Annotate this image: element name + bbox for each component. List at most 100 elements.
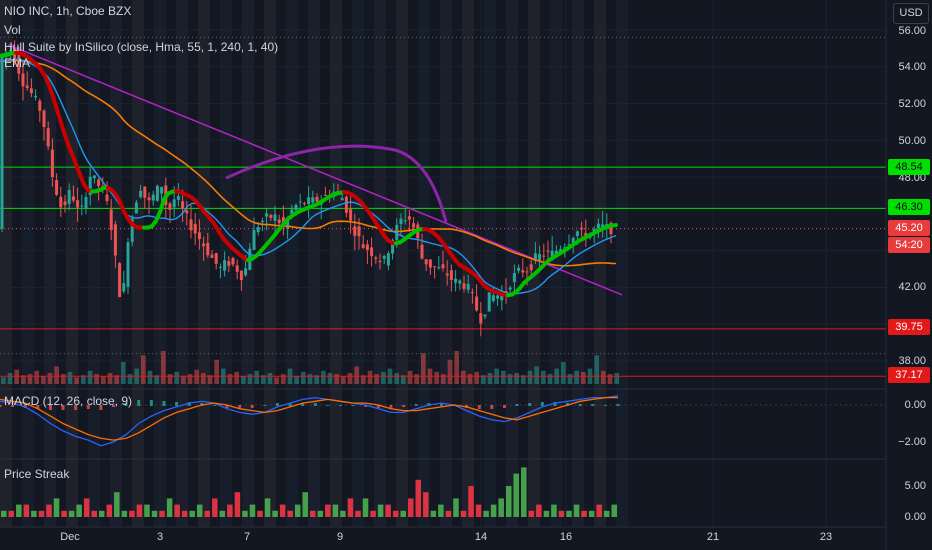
time-tick-7: 7 [243,531,251,543]
candle-body [50,149,54,178]
macd-histogram-bar [288,403,292,406]
candle-body [433,266,437,268]
streak-bar [151,510,158,517]
candle-body [601,224,605,227]
volume-bar [27,374,33,384]
macd-histogram-bar [616,404,620,406]
streak-bar [445,510,452,517]
streak-bar [204,510,211,517]
candle-body [0,55,4,229]
candle-body [311,197,315,203]
volume-bar [101,376,106,384]
volume-bar [234,371,239,384]
candle-body [517,267,521,271]
candle-body [97,179,101,186]
macd-histogram-bar [36,405,40,409]
volume-bar [94,374,99,384]
currency-button[interactable]: USD [893,3,929,24]
macd-line [0,395,619,447]
volume-bar [181,376,186,384]
volume-bar [154,375,159,384]
volume-bar [561,362,566,384]
macd-tick: 0.00 [904,399,926,411]
hull-band-segment [62,130,70,147]
volume-bar [547,374,553,384]
streak-bar [196,504,203,517]
macd-histogram-bar [0,405,2,407]
streak-bar [505,486,512,517]
hull-band-segment [158,197,166,214]
candle-body [227,261,231,266]
macd-histogram-bar [339,405,343,406]
macd-histogram-bar [591,404,595,406]
volume-bar [574,370,579,384]
streak-bar [430,510,437,517]
volume-legend[interactable]: Vol [4,23,21,37]
session-band [110,0,122,527]
volume-bar [127,374,133,384]
candle-body [244,268,248,276]
streak-bar [38,510,45,517]
candle-body [25,85,29,89]
streak-bar [1,510,7,517]
candle-body [80,205,84,207]
session-band [66,0,78,527]
candle-body [46,128,50,147]
volume-bar [594,355,599,384]
session-band [396,0,408,527]
macd-histogram-bar [364,405,368,407]
candle-body [538,254,542,261]
volume-bar [241,376,246,384]
ema-line [0,59,617,267]
streak-bar [543,510,550,517]
candle-body [273,214,277,221]
candle-body [462,283,466,289]
session-band [242,0,254,527]
candle-body [412,223,416,228]
volume-bar [7,373,13,384]
volume-bar [541,370,546,384]
candle-body [197,232,201,240]
candle-body [399,218,403,225]
session-band [330,0,342,527]
price-streak-legend[interactable]: Price Streak [4,467,70,481]
streak-bar [212,498,218,517]
candle-body [231,257,235,265]
streak-bar [106,504,113,517]
time-tick-9: 9 [336,531,344,543]
candle-body [500,295,504,301]
hull-suite-legend[interactable]: Hull Suite by InSilico (close, Hma, 55, … [4,40,279,54]
candle-body [407,216,411,220]
macd-histogram-bar [124,403,128,406]
streak-tick: 0.00 [904,511,926,523]
streak-bar [272,510,278,517]
time-tick-21: 21 [706,531,720,543]
candle-body [84,197,88,209]
streak-bar [603,510,610,517]
volume-bar [267,373,273,384]
streak-bar [355,510,361,517]
streak-bar [8,510,15,517]
streak-bar [46,504,52,517]
volume-bar [501,370,506,384]
macd-histogram-bar [603,405,607,406]
candle-body [202,243,206,247]
candle-body [344,196,348,213]
macd-legend[interactable]: MACD (12, 26, close, 9) [4,394,133,408]
volume-bar [447,359,453,384]
volume-bar [214,359,219,384]
streak-bar [287,510,293,517]
session-band [528,0,540,527]
candle-body [533,253,537,261]
macd-histogram-bar [11,405,15,407]
streak-bar [325,504,331,517]
candle-body [172,199,176,208]
macd-histogram-bar [162,401,166,406]
streak-bar [317,510,324,517]
symbol-legend[interactable]: NIO INC, 1h, Cboe BZX [4,4,132,18]
ema-legend[interactable]: EMA [4,56,31,70]
price-tick: 56.00 [898,25,926,37]
streak-bar [551,504,557,517]
volume-bar [601,370,606,384]
